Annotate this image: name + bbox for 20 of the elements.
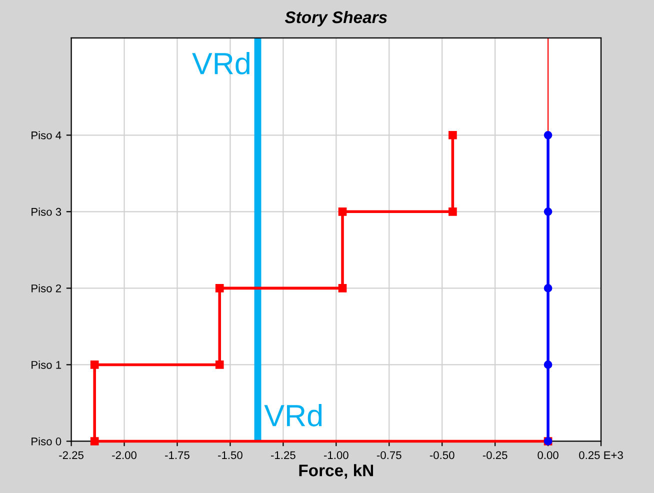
x-tick-label: -1.25 — [271, 451, 296, 460]
y-tick-label: Piso 2 — [32, 284, 62, 292]
y-tick-label: Piso 3 — [32, 208, 62, 216]
x-tick-label: -0.25 — [482, 451, 508, 460]
x-tick-label: -2.00 — [112, 451, 136, 460]
x-tick-label: -0.75 — [376, 451, 402, 460]
chart-title: Story Shears — [284, 10, 387, 26]
x-tick-label: -0.50 — [430, 451, 454, 460]
x-tick-label: -1.50 — [218, 451, 242, 460]
x-tick-label: 0.00 — [538, 451, 558, 460]
y-tick-label: Piso 0 — [32, 437, 62, 446]
x-tick-label: -1.00 — [324, 451, 348, 460]
annotation: VRd — [192, 52, 250, 74]
x-tick-label: -1.75 — [165, 451, 190, 460]
ref-line-label: VRd — [264, 404, 322, 426]
x-tick-label: -2.25 — [59, 451, 84, 460]
y-tick-label: Piso 1 — [32, 360, 62, 369]
x-axis-title: Force, kN — [299, 464, 374, 479]
x-tick-label: 0.25 E+3 — [579, 451, 623, 460]
y-tick-label: Piso 4 — [32, 131, 62, 140]
